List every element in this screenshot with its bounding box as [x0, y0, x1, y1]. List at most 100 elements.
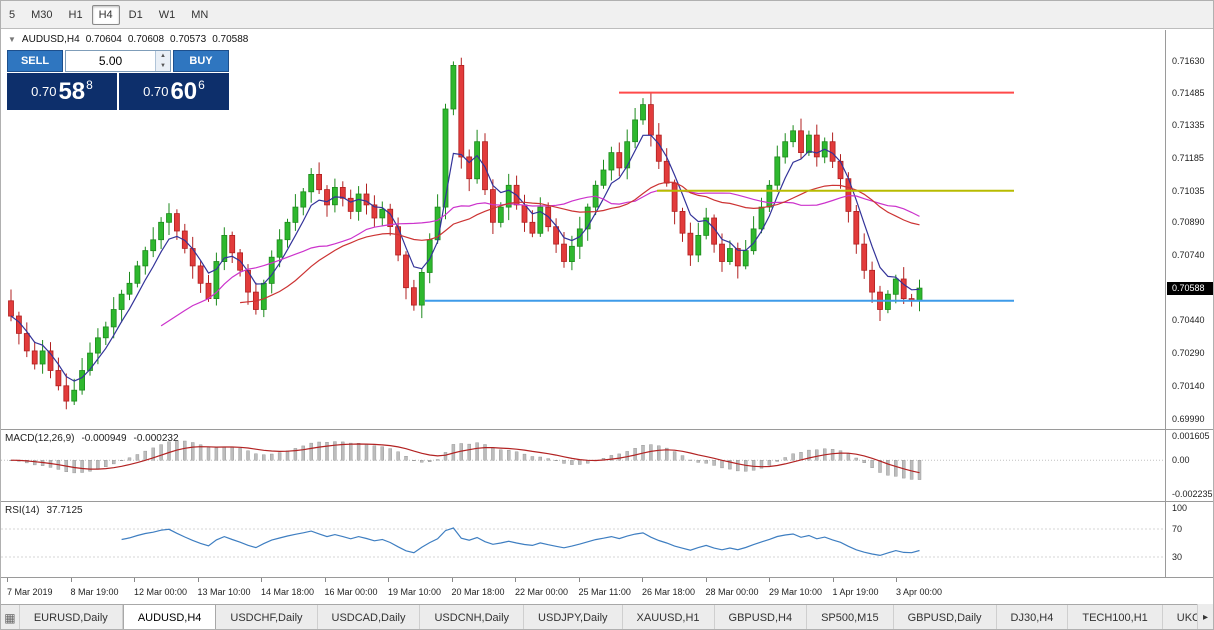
chart-tab-xauusd-h1[interactable]: XAUUSD,H1 [622, 605, 715, 629]
price-axis-label: 0.70890 [1172, 217, 1205, 228]
timeframe-button-h4[interactable]: H4 [91, 4, 120, 25]
macd-name: MACD(12,26,9) [5, 433, 75, 444]
macd-axis-label: 0.00 [1172, 455, 1190, 466]
chart-window-icon[interactable]: ▦ [1, 605, 20, 629]
time-tick [388, 578, 389, 582]
time-axis-label: 29 Mar 10:00 [769, 587, 823, 597]
chart-tab-eurusd-daily[interactable]: EURUSD,Daily [19, 605, 123, 629]
sell-price-point: 8 [86, 77, 93, 92]
price-axis-label: 0.70290 [1172, 348, 1205, 359]
macd-axis-label: 0.001605 [1172, 431, 1210, 441]
time-axis-label: 19 Mar 10:00 [388, 587, 442, 597]
sell-price-pips: 58 [58, 77, 86, 105]
one-click-panel-toggle-icon[interactable]: ▼ [8, 35, 16, 44]
time-tick [578, 578, 580, 582]
time-tick [769, 578, 770, 582]
rsi-indicator-panel[interactable]: RSI(14) 37.7125 [1, 502, 1166, 577]
macd-chart[interactable] [1, 430, 1165, 501]
macd-axis: 0.001605 0.00 -0.002235 [1166, 430, 1213, 501]
sell-price-display[interactable]: 0.70 58 8 [7, 73, 117, 110]
chart-tab-usdjpy-daily[interactable]: USDJPY,Daily [524, 605, 623, 629]
tab-scroll-right-icon[interactable]: ▸ [1197, 604, 1213, 629]
price-axis-label: 0.69990 [1172, 413, 1205, 424]
timeframe-button-mn[interactable]: MN [191, 8, 209, 21]
time-tick [642, 578, 643, 582]
time-tick [324, 578, 326, 582]
macd-axis-label: -0.002235 [1172, 489, 1213, 499]
chart-tab-audusd-h4[interactable]: AUDUSD,H4 [122, 605, 217, 629]
panel-divider[interactable] [1, 429, 1213, 430]
timeframe-button-m30[interactable]: M30 [31, 8, 53, 21]
time-axis-label: 25 Mar 11:00 [578, 587, 631, 597]
price-axis-label: 0.71485 [1172, 87, 1205, 98]
volume-spinner-arrows: ▲ ▼ [155, 51, 170, 71]
main-chart-panel[interactable]: ▼ AUDUSD,H4 0.70604 0.70608 0.70573 0.70… [1, 30, 1166, 429]
macd-indicator-panel[interactable]: MACD(12,26,9) -0.000949 -0.000232 [1, 430, 1166, 501]
time-axis-label: 13 Mar 10:00 [197, 587, 251, 597]
volume-spinner[interactable]: 5.00 ▲ ▼ [65, 50, 171, 72]
buy-price-main: 0.70 [143, 84, 169, 99]
macd-main-value: -0.000949 [81, 433, 127, 444]
timeframe-button-5[interactable]: 5 [9, 8, 16, 21]
macd-signal-line [10, 443, 920, 474]
rsi-chart[interactable] [1, 502, 1165, 577]
time-axis-label: 16 Mar 00:00 [324, 587, 378, 597]
chart-high-value: 0.70608 [127, 34, 165, 45]
price-axis-label: 0.71185 [1172, 153, 1204, 163]
price-axis-label: 0.70140 [1172, 380, 1205, 391]
time-tick [515, 578, 516, 582]
timeframe-button-d1[interactable]: D1 [128, 8, 143, 21]
time-axis-label: 26 Mar 18:00 [642, 587, 696, 597]
chart-tab-gbpusd-h4[interactable]: GBPUSD,H4 [714, 605, 808, 629]
rsi-axis-label: 30 [1172, 552, 1183, 562]
buy-price-point: 6 [198, 77, 205, 92]
time-axis-label: 14 Mar 18:00 [261, 587, 315, 597]
time-tick [451, 578, 453, 582]
macd-signal-value: -0.000232 [133, 433, 179, 444]
price-axis[interactable]: 0.71630 0.71485 0.71335 0.71185 0.71035 0.708… [1166, 30, 1213, 429]
buy-button[interactable]: BUY [173, 50, 229, 72]
time-axis-label: 22 Mar 00:00 [515, 587, 569, 597]
sell-price-main: 0.70 [31, 84, 57, 99]
volume-up-icon[interactable]: ▲ [156, 51, 170, 61]
chart-tab-bar: ▦ EURUSD,Daily AUDUSD,H4 USDCHF,Daily USDCA… [1, 604, 1213, 629]
time-tick [70, 578, 72, 582]
chart-tab-usdchf-daily[interactable]: USDCHF,Daily [216, 605, 318, 629]
chart-tab-gbpusd-daily[interactable]: GBPUSD,Daily [893, 605, 997, 629]
time-axis-label: 7 Mar 2019 [7, 587, 53, 597]
rsi-axis-label: 70 [1172, 524, 1183, 534]
chart-ohlc-header: ▼ AUDUSD,H4 0.70604 0.70608 0.70573 0.70… [8, 34, 248, 45]
chart-open-value: 0.70604 [85, 34, 122, 45]
candles [8, 57, 923, 410]
volume-value[interactable]: 5.00 [98, 54, 123, 68]
timeframe-button-h1[interactable]: H1 [68, 8, 83, 21]
rsi-label: RSI(14) 37.7125 [5, 505, 83, 516]
chart-tab-usdcnh-daily[interactable]: USDCNH,Daily [420, 605, 525, 629]
sell-button[interactable]: SELL [7, 50, 63, 72]
rsi-axis-label: 100 [1172, 503, 1188, 513]
medium-ma-line [240, 181, 920, 304]
fast-ma-line [10, 134, 920, 382]
time-tick [832, 578, 834, 582]
chart-tab-dj30-h4[interactable]: DJ30,H4 [996, 605, 1069, 629]
price-axis-label: 0.71035 [1172, 185, 1205, 196]
panel-divider[interactable] [1, 501, 1213, 502]
candlestick-chart[interactable] [1, 30, 1165, 429]
one-click-trading-panel: SELL 5.00 ▲ ▼ BUY 0.70 58 8 0.70 60 6 [7, 50, 229, 110]
macd-label: MACD(12,26,9) -0.000949 -0.000232 [5, 433, 179, 444]
buy-price-display[interactable]: 0.70 60 6 [119, 73, 229, 110]
chart-tab-usdcad-daily[interactable]: USDCAD,Daily [317, 605, 421, 629]
price-axis-label: 0.70740 [1172, 250, 1205, 260]
volume-down-icon[interactable]: ▼ [156, 61, 170, 71]
chart-tab-tech100-h1[interactable]: TECH100,H1 [1068, 605, 1163, 629]
chart-low-value: 0.70573 [170, 34, 207, 45]
time-axis-label: 1 Apr 19:00 [832, 587, 879, 597]
time-axis[interactable]: 7 Mar 2019 8 Mar 19:00 12 Mar 00:00 13 Mar … [1, 578, 1213, 604]
timeframe-button-w1[interactable]: W1 [158, 8, 176, 21]
chart-tab-sp500-m15[interactable]: SP500,M15 [807, 605, 894, 629]
macd-histogram [9, 440, 922, 480]
chart-symbol-label: AUDUSD,H4 [21, 34, 80, 45]
rsi-name: RSI(14) [5, 505, 40, 516]
chart-close-value: 0.70588 [212, 34, 249, 45]
